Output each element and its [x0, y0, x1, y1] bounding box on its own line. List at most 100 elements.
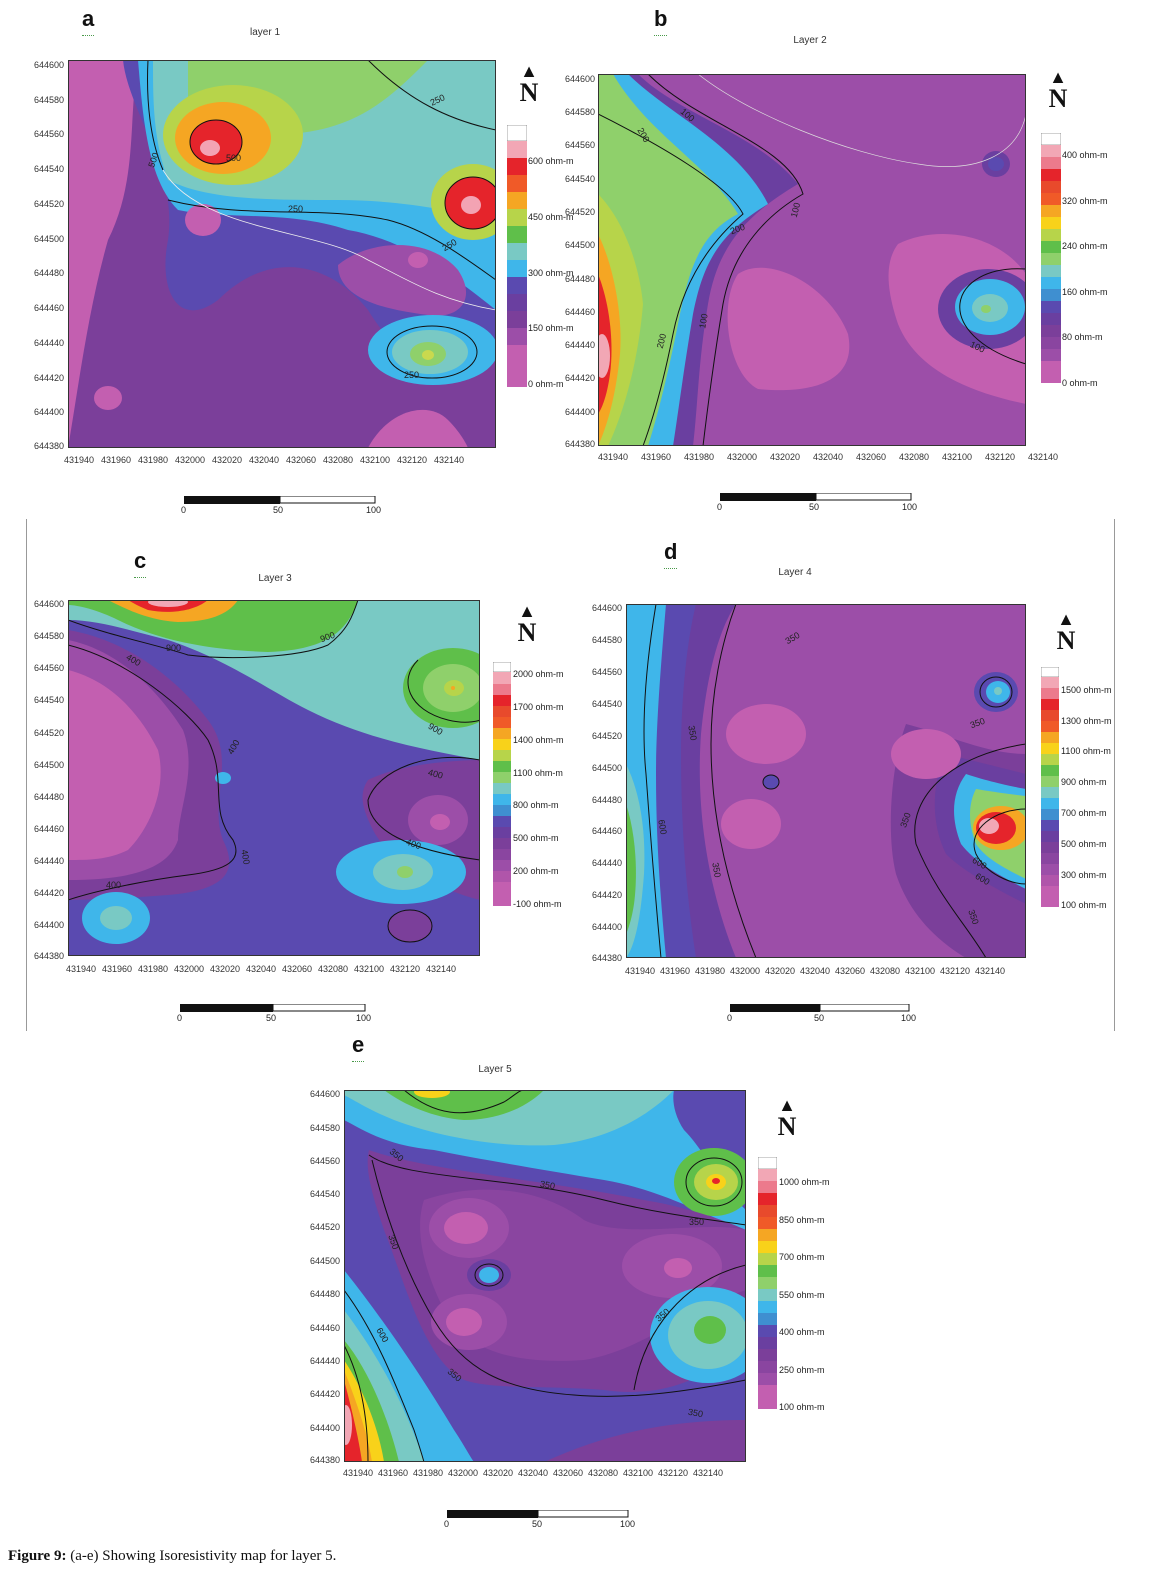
- divider: [1114, 519, 1115, 1031]
- x-tick: 432040: [248, 455, 280, 465]
- contour-label: 500: [226, 153, 242, 163]
- x-tick: 432020: [211, 455, 243, 465]
- panel-letter: d: [664, 539, 678, 569]
- y-tick: 644560: [564, 140, 595, 150]
- contour-label: 900: [166, 643, 182, 653]
- north-arrow-icon: ▲ N: [777, 1095, 797, 1141]
- x-tick: 432100: [622, 1468, 654, 1478]
- y-tick: 644440: [564, 340, 595, 350]
- legend-label: 300 ohm-m: [528, 268, 574, 278]
- x-tick: 431940: [342, 1468, 374, 1478]
- scale-label: 0: [181, 505, 187, 515]
- north-label: N: [1048, 84, 1068, 113]
- y-tick: 644520: [33, 728, 64, 738]
- panel-letter: c: [134, 548, 147, 578]
- legend-label: 1100 ohm-m: [1061, 746, 1111, 756]
- isoresistivity-map: [68, 60, 496, 448]
- scale-label: 100: [356, 1013, 372, 1023]
- x-tick: 431940: [624, 966, 656, 976]
- legend-label: 900 ohm-m: [1061, 777, 1107, 787]
- scale-bar: [720, 493, 912, 501]
- y-tick: 644540: [33, 164, 64, 174]
- y-tick: 644580: [564, 107, 595, 117]
- legend-label: 850 ohm-m: [779, 1215, 825, 1225]
- panel-title: Layer 4: [778, 567, 812, 578]
- x-tick: 431940: [597, 452, 629, 462]
- panel-letter: a: [82, 6, 95, 36]
- y-tick: 644380: [591, 953, 622, 963]
- legend-label: 1300 ohm-m: [1061, 716, 1112, 726]
- legend-label: 80 ohm-m: [1062, 332, 1103, 342]
- y-tick: 644580: [591, 635, 622, 645]
- legend-label: 450 ohm-m: [528, 212, 574, 222]
- y-tick: 644580: [309, 1123, 340, 1133]
- x-tick: 432080: [869, 966, 901, 976]
- x-tick: 431940: [65, 964, 97, 974]
- legend-label: 240 ohm-m: [1062, 241, 1108, 251]
- legend-label: 1000 ohm-m: [779, 1177, 830, 1187]
- y-tick: 644600: [33, 599, 64, 609]
- y-tick: 644440: [33, 338, 64, 348]
- y-tick: 644600: [33, 60, 64, 70]
- x-tick: 431980: [412, 1468, 444, 1478]
- y-tick: 644500: [33, 234, 64, 244]
- contour-label: 400: [106, 880, 122, 890]
- isoresistivity-map: [626, 604, 1026, 958]
- legend-label: 1700 ohm-m: [513, 702, 564, 712]
- legend-label: 0 ohm-m: [1062, 378, 1098, 388]
- y-tick: 644480: [591, 795, 622, 805]
- x-tick: 432140: [425, 964, 457, 974]
- panel-letter: e: [352, 1032, 365, 1062]
- x-tick: 432040: [799, 966, 831, 976]
- x-tick: 432000: [726, 452, 758, 462]
- panel-letter: b: [654, 6, 668, 36]
- x-tick: 432020: [209, 964, 241, 974]
- legend-label: 150 ohm-m: [528, 323, 574, 333]
- legend-label: 500 ohm-m: [513, 833, 559, 843]
- x-tick: 431940: [63, 455, 95, 465]
- scale-bar: [730, 1004, 910, 1012]
- y-tick: 644400: [591, 922, 622, 932]
- legend-label: 100 ohm-m: [779, 1402, 825, 1412]
- panel-title: layer 1: [249, 27, 280, 38]
- y-tick: 644480: [33, 792, 64, 802]
- figure-caption: Figure 9: (a-e) Showing Isoresistivity m…: [8, 1548, 336, 1565]
- x-tick: 432000: [173, 964, 205, 974]
- x-tick: 432020: [769, 452, 801, 462]
- north-arrow-icon: ▲ N: [517, 601, 537, 647]
- y-tick: 644460: [591, 826, 622, 836]
- x-tick: 432120: [389, 964, 421, 974]
- legend-label: 250 ohm-m: [779, 1365, 825, 1375]
- scale-label: 0: [177, 1013, 183, 1023]
- north-label: N: [517, 618, 537, 647]
- y-tick: 644480: [33, 268, 64, 278]
- scale-label: 100: [901, 1013, 917, 1023]
- y-tick: 644460: [33, 824, 64, 834]
- x-tick: 432000: [729, 966, 761, 976]
- panel-title: Layer 5: [478, 1064, 512, 1075]
- scale-label: 0: [717, 502, 723, 512]
- north-arrow-icon: ▲ N: [1048, 67, 1068, 113]
- y-tick: 644440: [33, 856, 64, 866]
- y-tick: 644580: [33, 95, 64, 105]
- y-tick: 644500: [591, 763, 622, 773]
- north-arrow-icon: ▲ N: [1056, 609, 1076, 655]
- y-tick: 644380: [309, 1455, 340, 1465]
- scale-label: 50: [273, 505, 284, 515]
- y-tick: 644420: [33, 373, 64, 383]
- legend-label: 700 ohm-m: [779, 1252, 825, 1262]
- x-tick: 431960: [659, 966, 691, 976]
- y-tick: 644580: [33, 631, 64, 641]
- y-tick: 644420: [564, 373, 595, 383]
- legend-label: 1500 ohm-m: [1061, 685, 1112, 695]
- x-tick: 431960: [640, 452, 672, 462]
- x-tick: 432020: [482, 1468, 514, 1478]
- x-tick: 432040: [517, 1468, 549, 1478]
- x-tick: 432120: [657, 1468, 689, 1478]
- x-tick: 432140: [974, 966, 1006, 976]
- contour-label: 350: [689, 1217, 705, 1227]
- color-legend: [758, 1157, 777, 1409]
- x-tick: 432100: [904, 966, 936, 976]
- north-arrow-icon: ▲ N: [519, 61, 539, 107]
- y-tick: 644420: [309, 1389, 340, 1399]
